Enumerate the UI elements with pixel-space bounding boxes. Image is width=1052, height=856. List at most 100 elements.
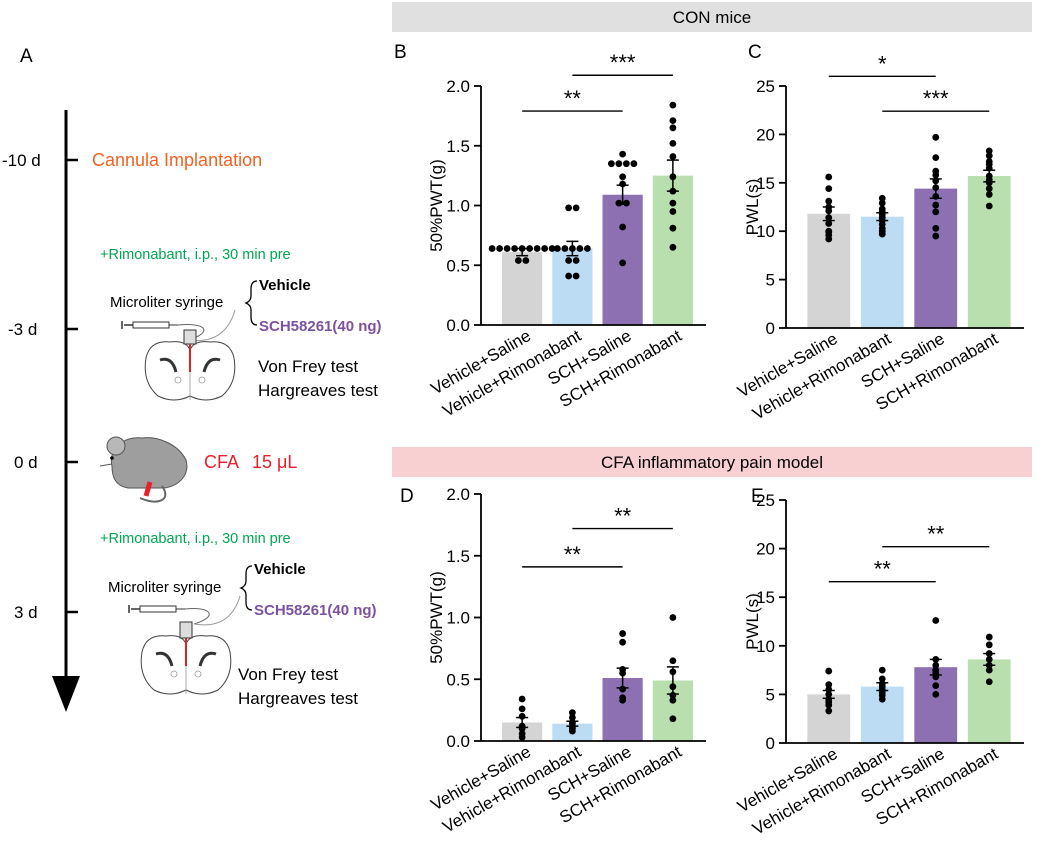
data-point <box>669 124 677 132</box>
data-point <box>619 173 627 181</box>
data-point <box>878 675 886 683</box>
sch-label-2: SCH58261(40 ng) <box>254 602 377 619</box>
data-point <box>669 208 677 215</box>
y-tick-label: 0.0 <box>446 316 470 335</box>
y-axis-label: 50%PWT(g) <box>427 159 446 252</box>
data-point <box>565 272 573 280</box>
y-tick-label: 0.5 <box>446 256 470 275</box>
y-tick-label: 25 <box>756 491 775 510</box>
data-point <box>622 199 630 207</box>
data-point <box>561 245 569 252</box>
data-point <box>553 245 561 252</box>
data-point <box>503 245 511 252</box>
y-axis-label: PWL(s) <box>743 593 762 650</box>
y-tick-label: 5 <box>766 271 775 290</box>
y-tick-label: 0 <box>766 319 775 338</box>
data-point <box>878 230 886 238</box>
data-point <box>985 185 993 193</box>
data-point <box>985 678 993 686</box>
von-frey-label-2: Von Frey test <box>238 665 338 684</box>
panel-label-d: D <box>400 486 414 507</box>
data-point <box>932 171 940 179</box>
y-tick-label: 10 <box>756 222 775 241</box>
timeline-label-2: 0 d <box>14 453 38 472</box>
cfa-banner-text: CFA inflammatory pain model <box>601 453 823 472</box>
y-axis-label: 50%PWT(g) <box>427 571 446 664</box>
data-point <box>565 204 573 212</box>
cannula-label: Cannula Implantation <box>92 150 262 170</box>
data-point <box>548 245 556 252</box>
data-point <box>669 199 677 207</box>
data-point <box>825 701 833 709</box>
data-point <box>576 245 584 252</box>
data-point <box>825 185 833 193</box>
con-banner: CON mice <box>392 2 1032 32</box>
y-tick-label: 2.0 <box>446 77 470 96</box>
y-tick-label: 1.5 <box>446 547 470 566</box>
chart-panel-e: E0510152025PWL(s)Vehicle+SalineVehicle+R… <box>734 486 1024 839</box>
panel-label-b: B <box>394 42 407 63</box>
bar <box>552 248 593 325</box>
data-point <box>522 257 530 264</box>
y-tick-label: 15 <box>756 588 775 607</box>
vehicle-label-2: Vehicle <box>254 561 306 578</box>
data-point <box>985 202 993 210</box>
timeline-label-1: -3 d <box>8 320 37 339</box>
data-point <box>932 617 940 624</box>
data-point <box>669 117 677 125</box>
y-tick-label: 10 <box>756 637 775 656</box>
data-point <box>526 245 534 252</box>
data-point <box>533 245 541 252</box>
sch-label-1: SCH58261(40 ng) <box>259 318 382 335</box>
data-point <box>568 714 576 721</box>
data-point <box>878 695 886 703</box>
chart-panel-b: B0.00.51.01.52.050%PWT(g)Vehicle+SalineV… <box>394 42 706 421</box>
data-point <box>825 707 833 715</box>
data-point <box>607 160 615 168</box>
y-tick-label: 1.5 <box>446 137 470 156</box>
data-point <box>518 705 526 713</box>
vehicle-label-1: Vehicle <box>259 277 311 294</box>
timeline-label-3: 3 d <box>14 603 38 622</box>
y-tick-label: 20 <box>756 125 775 144</box>
data-point <box>518 733 526 741</box>
chart-panel-d: D0.00.51.01.52.050%PWT(g)Vehicle+SalineV… <box>400 485 706 837</box>
data-point <box>932 224 940 232</box>
data-point <box>878 194 886 202</box>
brace-1-icon <box>244 280 258 326</box>
syringe-1-icon <box>121 309 236 342</box>
y-tick-label: 0.5 <box>446 670 470 689</box>
significance-label: ** <box>564 542 582 567</box>
cfa-banner: CFA inflammatory pain model <box>392 447 1032 477</box>
y-tick-label: 0 <box>766 734 775 753</box>
panel-label-c: C <box>748 42 762 63</box>
significance-label: ** <box>927 522 945 547</box>
data-point <box>932 682 940 690</box>
syringe-2-icon <box>128 595 241 626</box>
data-point <box>985 147 993 155</box>
cfa-volume-label: 15 μL <box>252 452 297 472</box>
y-tick-label: 5 <box>766 685 775 704</box>
brain-section-2-icon <box>140 621 232 695</box>
y-tick-label: 25 <box>756 77 775 96</box>
y-tick-label: 2.0 <box>446 485 470 504</box>
data-point <box>615 199 623 207</box>
data-point <box>511 245 519 252</box>
data-point <box>619 150 627 158</box>
data-point <box>622 160 630 168</box>
data-point <box>932 201 940 209</box>
data-point <box>488 245 496 252</box>
timeline-panel: A -10 d -3 d 0 d 3 d Cannula Implantatio… <box>2 46 382 712</box>
data-point <box>669 224 677 232</box>
data-point <box>932 154 940 162</box>
von-frey-label-1: Von Frey test <box>258 357 358 376</box>
data-point <box>985 191 993 198</box>
significance-label: * <box>878 51 887 76</box>
rimonabant-note-1: +Rimonabant, i.p., 30 min pre <box>100 247 291 263</box>
data-point <box>669 153 677 160</box>
data-point <box>878 666 886 674</box>
significance-label: *** <box>923 86 949 111</box>
data-point <box>619 630 627 637</box>
data-point <box>619 696 627 704</box>
data-point <box>825 173 833 181</box>
